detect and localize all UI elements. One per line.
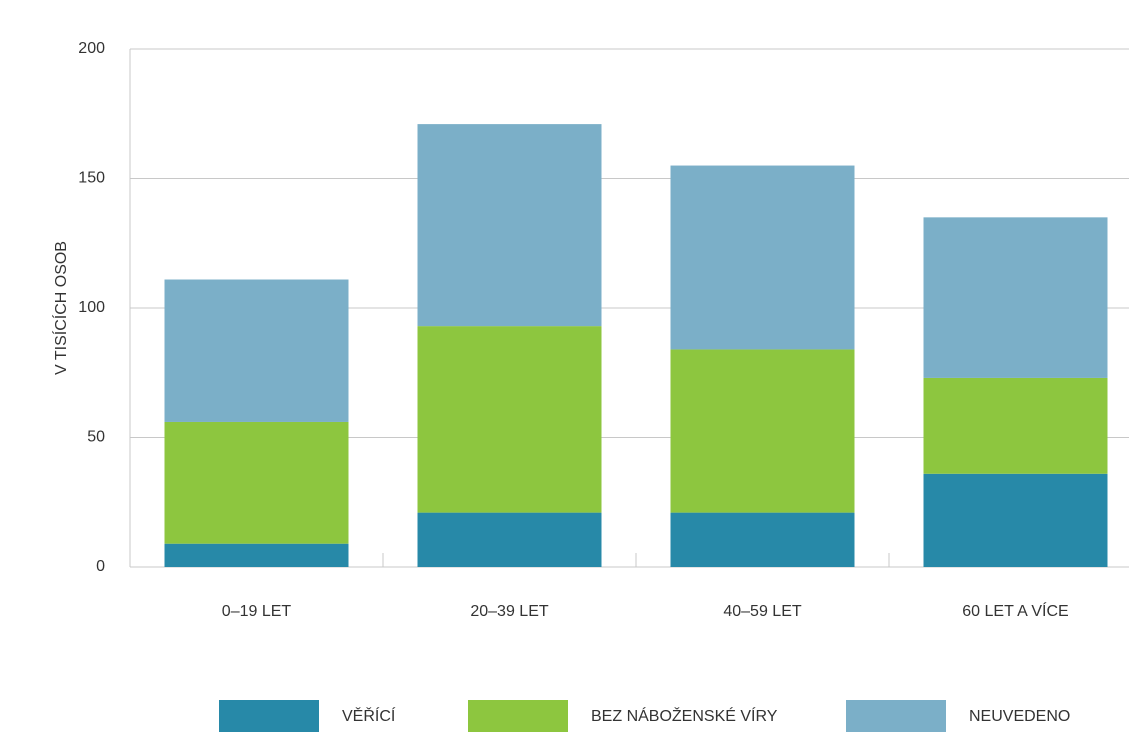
legend-label: BEZ NÁBOŽENSKÉ VÍRY xyxy=(591,706,778,725)
x-tick-label: 0–19 LET xyxy=(222,603,292,620)
bar-segment xyxy=(417,326,602,513)
bar-segment xyxy=(923,473,1108,567)
bar-segment xyxy=(670,349,855,513)
y-tick-label: 150 xyxy=(78,170,105,187)
legend-swatch xyxy=(846,700,946,732)
bar-segment xyxy=(417,512,602,567)
bar-segment xyxy=(670,512,855,567)
y-tick-label: 100 xyxy=(78,299,105,316)
bar-segment xyxy=(164,543,349,567)
bar-segment xyxy=(923,217,1108,378)
bar-segment xyxy=(670,165,855,350)
legend-swatch xyxy=(468,700,568,732)
legend-label: NEUVEDENO xyxy=(969,708,1070,725)
x-tick-label: 60 LET A VÍCE xyxy=(962,601,1068,620)
bar-segment xyxy=(164,279,349,422)
y-tick-label: 200 xyxy=(78,40,105,57)
bar-segment xyxy=(417,124,602,327)
bar-segment xyxy=(164,421,349,544)
bar-segment xyxy=(923,377,1108,474)
legend-swatch xyxy=(219,700,319,732)
y-axis-label: V TISÍCÍCH OSOB xyxy=(51,241,70,375)
legend-label: VĚŘÍCÍ xyxy=(342,706,396,725)
x-tick-label: 40–59 LET xyxy=(723,603,802,620)
y-tick-label: 50 xyxy=(87,429,105,446)
y-tick-label: 0 xyxy=(96,558,105,575)
x-tick-label: 20–39 LET xyxy=(470,603,549,620)
